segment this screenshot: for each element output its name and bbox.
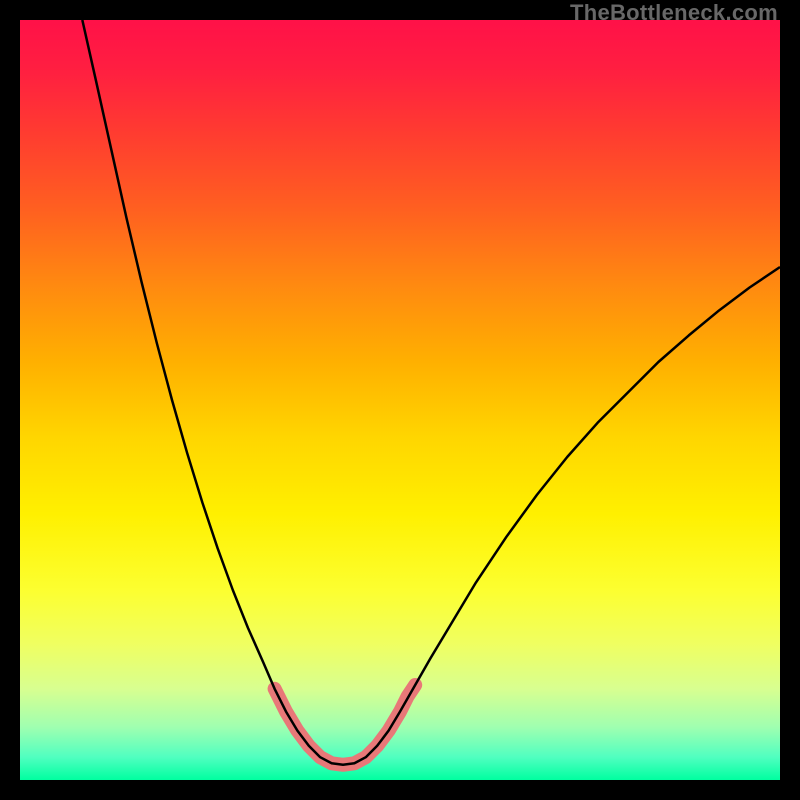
chart-svg bbox=[20, 20, 780, 780]
gradient-background bbox=[20, 20, 780, 780]
plot-area bbox=[20, 20, 780, 780]
chart-container: TheBottleneck.com bbox=[0, 0, 800, 800]
